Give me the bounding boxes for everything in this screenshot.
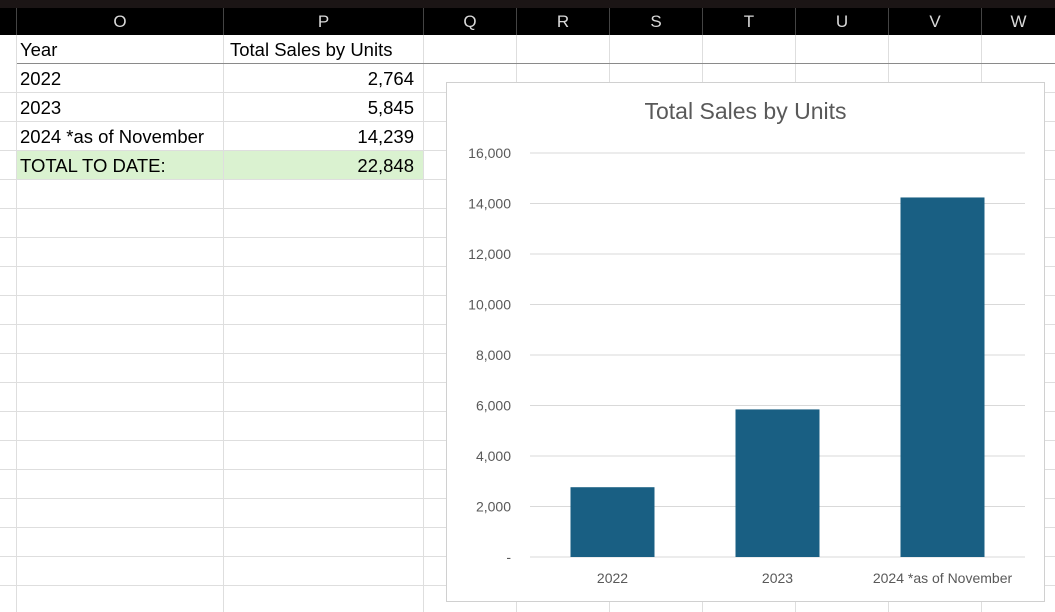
bar — [900, 197, 985, 557]
window-top-strip — [0, 0, 1055, 8]
y-tick-label: 8,000 — [476, 347, 511, 363]
cell-p-sales-2024[interactable]: 14,239 — [357, 126, 414, 147]
chart-plot-area: - 2,000 4,000 6,000 8,000 10,000 12,000 14,000 1… — [468, 145, 1025, 586]
column-header-u[interactable]: U — [796, 8, 889, 35]
cell-p-total-value[interactable]: 22,848 — [357, 155, 414, 176]
x-tick-label: 2024 *as of November — [873, 570, 1013, 586]
cell-o-year-2023[interactable]: 2023 — [20, 97, 62, 118]
cell-o-year-2024[interactable]: 2024 *as of November — [20, 126, 205, 147]
cell-o-total-label[interactable]: TOTAL TO DATE: — [20, 155, 166, 176]
y-tick-label: 6,000 — [476, 398, 511, 414]
x-tick-label: 2023 — [762, 570, 793, 586]
column-header-w[interactable]: W — [1010, 12, 1027, 31]
x-tick-label: 2022 — [597, 570, 628, 586]
column-header-r[interactable]: R — [517, 8, 610, 35]
cell-o-year-2022[interactable]: 2022 — [20, 68, 62, 89]
y-tick-label: 16,000 — [468, 145, 511, 161]
column-header-bar: O P Q R S T U V W — [0, 8, 1055, 35]
column-header-o[interactable]: O — [17, 8, 224, 35]
y-tick-label: 10,000 — [468, 297, 511, 313]
bar — [735, 409, 820, 557]
cell-p-sales-header[interactable]: Total Sales by Units — [230, 39, 393, 60]
select-all-corner[interactable] — [0, 8, 17, 35]
y-tick-label: 2,000 — [476, 499, 511, 515]
y-tick-label: 4,000 — [476, 448, 511, 464]
y-tick-label: 14,000 — [468, 196, 511, 212]
cell-p-sales-2022[interactable]: 2,764 — [367, 68, 414, 89]
column-header-s[interactable]: S — [610, 8, 703, 35]
chart-title: Total Sales by Units — [644, 98, 847, 124]
bar — [570, 487, 655, 557]
total-row-highlight — [17, 150, 423, 179]
column-header-v[interactable]: V — [889, 8, 982, 35]
column-header-p[interactable]: P — [224, 8, 424, 35]
header-row-border — [17, 63, 1055, 64]
y-tick-label: 12,000 — [468, 246, 511, 262]
cell-p-sales-2023[interactable]: 5,845 — [367, 97, 414, 118]
column-header-t[interactable]: T — [703, 8, 796, 35]
cell-o-year-header[interactable]: Year — [20, 39, 58, 60]
sales-bar-chart[interactable]: Total Sales by Units - 2,000 4,000 6,000 8,0… — [446, 82, 1045, 602]
column-header-q[interactable]: Q — [424, 8, 517, 35]
y-tick-label: - — [506, 549, 511, 565]
